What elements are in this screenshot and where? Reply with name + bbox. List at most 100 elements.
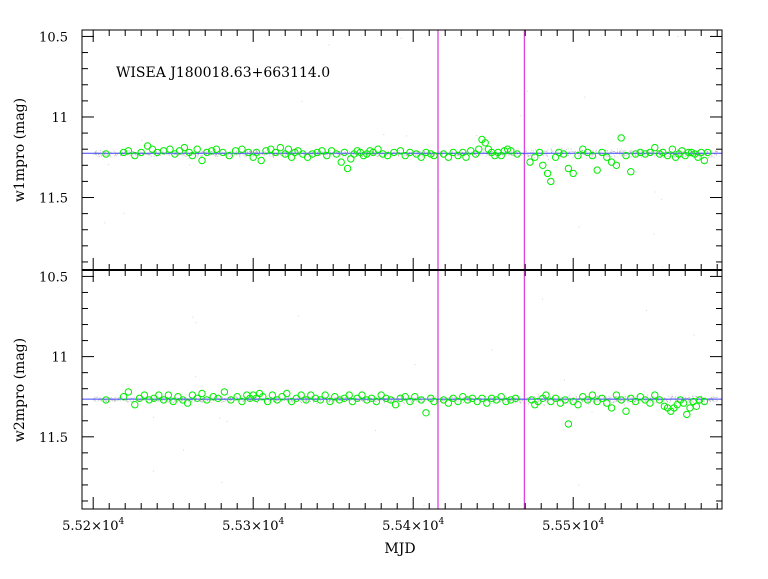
- background-dot: [224, 400, 226, 402]
- data-point: [268, 391, 277, 399]
- background-dot: [492, 151, 494, 152]
- background-dot: [424, 153, 426, 155]
- background-dot: [490, 396, 492, 398]
- background-dot: [541, 151, 543, 153]
- background-dot: [255, 399, 256, 401]
- background-dot: [423, 400, 425, 402]
- background-dot: [506, 396, 507, 398]
- background-dot: [319, 397, 320, 399]
- background-dot: [466, 397, 468, 399]
- background-dot: [702, 158, 704, 159]
- background-dot: [674, 155, 676, 157]
- background-dot: [179, 154, 181, 156]
- background-dot: [110, 397, 112, 398]
- background-dot: [709, 399, 710, 401]
- background-dot: [264, 400, 266, 402]
- background-dot: [674, 396, 676, 398]
- background-dot: [546, 153, 548, 155]
- background-dot: [534, 154, 536, 156]
- background-dot: [699, 399, 701, 401]
- background-dot: [512, 154, 514, 156]
- background-dot: [663, 399, 665, 401]
- background-dot: [182, 400, 184, 402]
- background-dot: [176, 153, 178, 155]
- background-dot: [371, 399, 373, 401]
- data-point: [372, 397, 381, 406]
- background-dot: [316, 403, 318, 404]
- background-dot: [315, 397, 317, 399]
- background-dot: [660, 399, 662, 401]
- data-point: [561, 396, 569, 404]
- background-dot: [616, 400, 618, 402]
- background-dot: [511, 154, 513, 156]
- background-dot: [636, 400, 638, 402]
- background-dot: [320, 399, 322, 401]
- background-dot: [263, 155, 265, 156]
- background-dot: [360, 399, 362, 401]
- background-dot: [195, 322, 197, 324]
- background-dot: [273, 400, 274, 402]
- background-dot: [401, 401, 403, 403]
- background-dot: [317, 154, 319, 156]
- background-dot: [94, 152, 96, 154]
- background-dot: [502, 154, 503, 156]
- background-dot: [683, 151, 684, 153]
- background-dot: [389, 151, 391, 153]
- data-point: [284, 145, 293, 153]
- background-dot: [192, 154, 194, 155]
- background-dot: [99, 397, 101, 399]
- background-dot: [301, 151, 303, 153]
- background-dot: [422, 156, 424, 158]
- data-point: [612, 391, 621, 399]
- background-dot: [246, 155, 248, 157]
- background-dot: [694, 395, 696, 397]
- background-dot: [605, 149, 607, 151]
- data-point: [422, 148, 430, 157]
- background-dot: [123, 151, 125, 153]
- background-dot: [502, 151, 504, 153]
- background-dot: [130, 400, 132, 402]
- background-dot: [371, 151, 373, 152]
- background-dot: [224, 398, 226, 399]
- background-dot: [678, 397, 680, 399]
- background-dot: [275, 400, 277, 402]
- background-dot: [239, 154, 241, 156]
- background-dot: [624, 149, 626, 151]
- background-dot: [421, 152, 423, 154]
- background-dot: [467, 399, 468, 401]
- background-dot: [215, 153, 216, 155]
- background-dot: [528, 155, 530, 157]
- background-dot: [671, 396, 673, 398]
- background-dot: [263, 154, 265, 156]
- background-dot: [167, 400, 168, 402]
- data-point: [233, 393, 241, 401]
- background-dot: [439, 190, 441, 192]
- background-dot: [679, 153, 681, 155]
- background-dot: [688, 399, 690, 401]
- background-dot: [152, 400, 154, 402]
- data-point: [212, 145, 221, 153]
- background-dot: [556, 151, 558, 153]
- background-dot: [114, 151, 116, 153]
- background-dot: [515, 151, 517, 153]
- background-dot: [128, 150, 130, 152]
- background-dot: [181, 400, 183, 402]
- background-dot: [126, 154, 128, 156]
- background-dot: [145, 153, 147, 155]
- background-dot: [704, 400, 705, 402]
- background-dot: [480, 397, 482, 399]
- background-dot: [276, 397, 278, 399]
- background-dot: [457, 150, 459, 152]
- background-dot: [481, 154, 483, 156]
- background-dot: [279, 153, 281, 155]
- background-dot: [578, 399, 580, 401]
- background-dot: [677, 149, 679, 151]
- data-point: [559, 150, 568, 158]
- background-dot: [501, 400, 503, 402]
- background-dot: [210, 395, 212, 397]
- background-dot: [655, 150, 657, 152]
- data-point: [155, 391, 163, 399]
- background-dot: [99, 153, 101, 155]
- background-dot: [436, 400, 438, 402]
- background-dot: [173, 154, 175, 156]
